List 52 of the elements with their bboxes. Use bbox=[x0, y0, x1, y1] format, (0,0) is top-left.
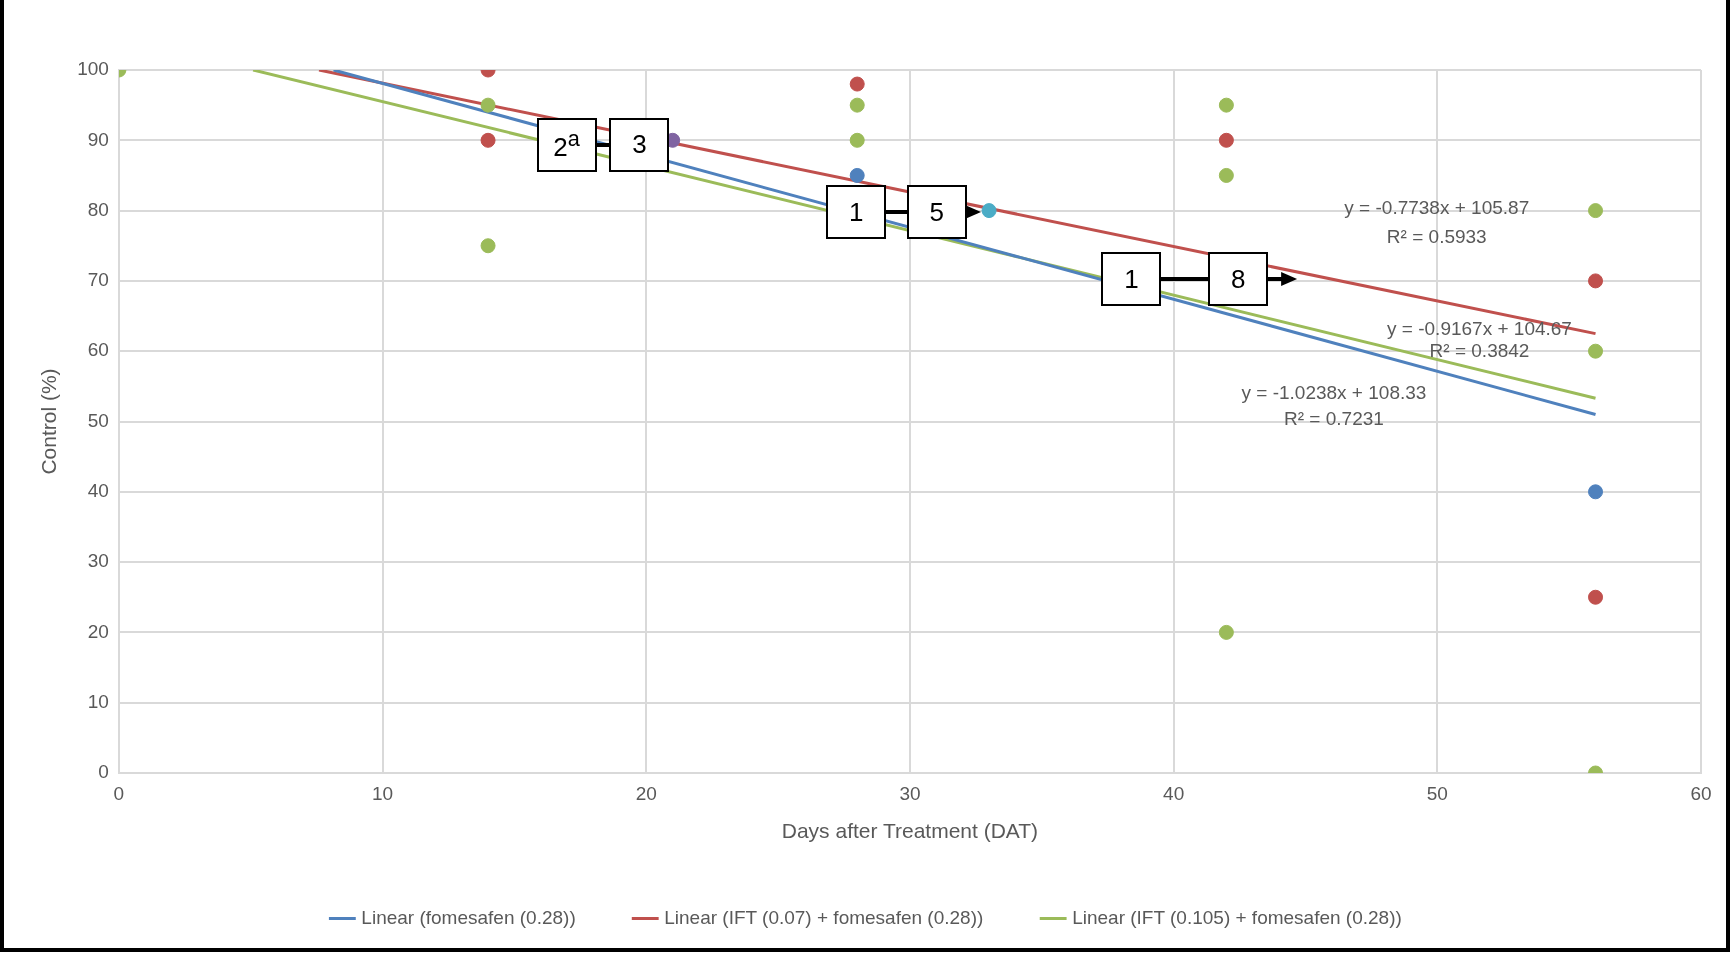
x-tick-label: 30 bbox=[899, 782, 921, 804]
annotation: R² = 0.3842 bbox=[1429, 340, 1530, 362]
annotation: 1 bbox=[1124, 263, 1139, 295]
annotation: y = -1.0238x + 108.33 bbox=[1241, 382, 1427, 404]
point bbox=[480, 97, 496, 113]
x-tick-label: 20 bbox=[635, 782, 657, 804]
x-tick-label: 50 bbox=[1426, 782, 1448, 804]
y-tick-label: 0 bbox=[98, 761, 109, 783]
point bbox=[849, 167, 865, 183]
y-tick-label: 60 bbox=[87, 339, 109, 361]
point bbox=[849, 132, 865, 148]
x-tick-label: 40 bbox=[1163, 782, 1185, 804]
x-tick-label: 0 bbox=[113, 782, 125, 804]
annotation: y = -0.7738x + 105.87 bbox=[1344, 197, 1530, 219]
y-axis-title: Control (%) bbox=[37, 368, 61, 475]
legend-label: Linear (IFT (0.07) + fomesafen (0.28)) bbox=[664, 906, 984, 928]
point bbox=[981, 203, 997, 219]
annotation: 3 bbox=[632, 129, 647, 161]
x-tick-label: 60 bbox=[1690, 782, 1712, 804]
annotation: 2$^{a}$ bbox=[553, 126, 580, 163]
point bbox=[1218, 132, 1234, 148]
annotation: y = -0.9167x + 104.67 bbox=[1387, 317, 1572, 339]
y-tick-label: 80 bbox=[87, 198, 109, 220]
point bbox=[1588, 484, 1604, 500]
y-tick-label: 30 bbox=[87, 550, 109, 572]
point bbox=[1218, 97, 1234, 113]
y-tick-label: 70 bbox=[87, 269, 109, 291]
point bbox=[1218, 624, 1234, 640]
point bbox=[1218, 167, 1234, 183]
point bbox=[1588, 589, 1604, 605]
y-tick-label: 10 bbox=[87, 690, 109, 712]
legend-label: Linear (IFT (0.105) + fomesafen (0.28)) bbox=[1072, 906, 1402, 928]
legend-label: Linear (fomesafen (0.28)) bbox=[361, 906, 576, 928]
y-tick-label: 50 bbox=[87, 409, 109, 431]
y-tick-label: 40 bbox=[87, 480, 109, 502]
point bbox=[480, 132, 496, 148]
point bbox=[849, 76, 865, 92]
x-axis-title: Days after Treatment (DAT) bbox=[781, 819, 1039, 843]
y-tick-label: 20 bbox=[87, 620, 109, 642]
point bbox=[1588, 273, 1604, 289]
annotation: R² = 0.5933 bbox=[1386, 226, 1487, 248]
point bbox=[480, 238, 496, 254]
point bbox=[849, 97, 865, 113]
annotation: R² = 0.7231 bbox=[1284, 407, 1384, 429]
x-tick-label: 10 bbox=[372, 782, 394, 804]
point bbox=[1588, 343, 1604, 359]
y-tick-label: 100 bbox=[77, 58, 109, 80]
annotation: 1 bbox=[848, 196, 864, 228]
annotation: 5 bbox=[929, 196, 945, 228]
point bbox=[1588, 203, 1604, 219]
y-tick-label: 90 bbox=[87, 128, 109, 150]
annotation: 8 bbox=[1231, 263, 1246, 295]
